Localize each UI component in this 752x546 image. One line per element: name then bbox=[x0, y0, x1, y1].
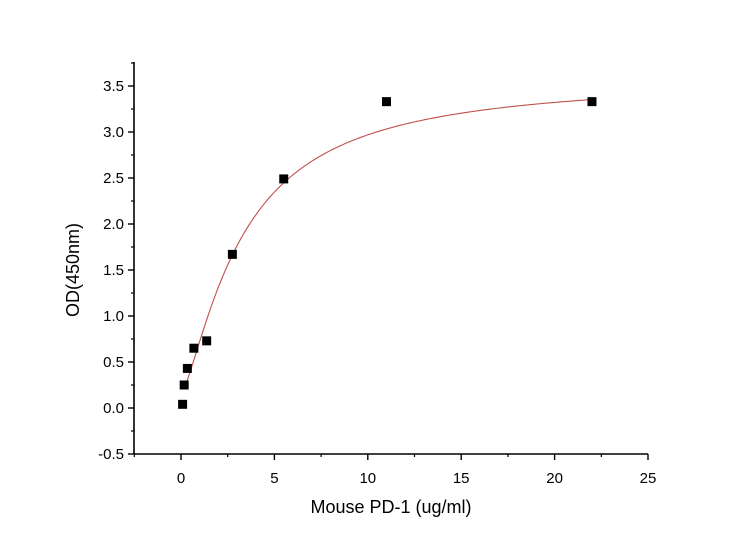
x-tick-label: 15 bbox=[453, 470, 470, 487]
data-point bbox=[189, 343, 199, 353]
data-point bbox=[178, 399, 188, 409]
data-point bbox=[587, 97, 597, 107]
y-axis-title: OD(450nm) bbox=[63, 223, 83, 317]
y-tick-label: 1.0 bbox=[103, 308, 124, 325]
data-points bbox=[178, 97, 597, 409]
data-point bbox=[182, 363, 192, 373]
y-tick-label: 1.5 bbox=[103, 262, 124, 279]
data-point bbox=[202, 336, 212, 346]
y-tick-label: 3.5 bbox=[103, 78, 124, 95]
x-axis: 0 5 10 15 20 25 bbox=[133, 453, 657, 487]
x-tick-label: 0 bbox=[177, 470, 185, 487]
y-tick-label: 2.5 bbox=[103, 170, 124, 187]
data-point bbox=[381, 97, 391, 107]
data-point bbox=[279, 174, 289, 184]
x-axis-title: Mouse PD-1 (ug/ml) bbox=[310, 497, 471, 517]
y-tick-label: 3.0 bbox=[103, 124, 124, 141]
y-tick-label: 2.0 bbox=[103, 216, 124, 233]
x-tick-label: 20 bbox=[546, 470, 563, 487]
x-tick-label: 25 bbox=[640, 470, 657, 487]
y-tick-label: -0.5 bbox=[98, 446, 124, 463]
data-point bbox=[227, 249, 237, 259]
y-tick-label: 0.5 bbox=[103, 354, 124, 371]
x-tick-label: 5 bbox=[270, 470, 278, 487]
fit-curve bbox=[183, 99, 592, 389]
y-axis: -0.5 0.0 0.5 1.0 1.5 2.0 2.5 3.0 3.5 bbox=[98, 62, 135, 463]
y-tick-label: 0.0 bbox=[103, 400, 124, 417]
data-point bbox=[179, 380, 189, 390]
x-tick-label: 10 bbox=[359, 470, 376, 487]
